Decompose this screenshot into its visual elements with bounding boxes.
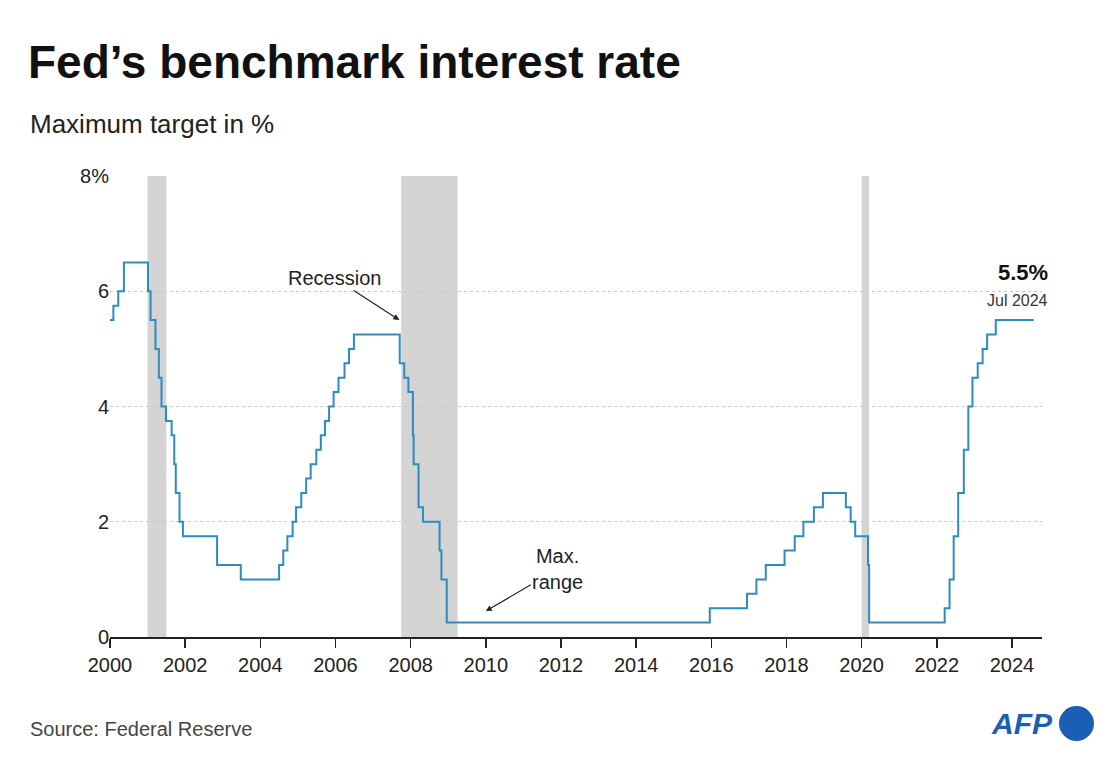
svg-text:2024: 2024: [990, 654, 1034, 676]
svg-text:2012: 2012: [539, 654, 584, 676]
svg-text:2002: 2002: [163, 654, 208, 676]
svg-text:2: 2: [98, 511, 109, 533]
svg-text:2016: 2016: [689, 654, 734, 676]
svg-text:Source: Federal Reserve: Source: Federal Reserve: [30, 718, 252, 740]
svg-text:Jul 2024: Jul 2024: [987, 292, 1048, 309]
svg-text:Fed’s benchmark interest rate: Fed’s benchmark interest rate: [28, 36, 681, 88]
svg-text:2008: 2008: [388, 654, 433, 676]
svg-text:6: 6: [98, 280, 109, 302]
svg-text:2014: 2014: [614, 654, 659, 676]
svg-text:Recession: Recession: [288, 267, 381, 289]
svg-text:AFP: AFP: [991, 707, 1053, 740]
svg-text:Maximum target in %: Maximum target in %: [30, 109, 274, 139]
svg-text:2010: 2010: [464, 654, 509, 676]
svg-text:8%: 8%: [80, 165, 109, 187]
svg-text:Max.range: Max.range: [532, 545, 583, 593]
svg-text:2018: 2018: [764, 654, 809, 676]
svg-text:2004: 2004: [238, 654, 283, 676]
svg-text:5.5%: 5.5%: [998, 260, 1048, 285]
svg-text:2000: 2000: [88, 654, 133, 676]
svg-text:2022: 2022: [915, 654, 960, 676]
svg-text:2006: 2006: [313, 654, 358, 676]
svg-text:2020: 2020: [839, 654, 884, 676]
svg-text:0: 0: [98, 626, 109, 648]
svg-text:4: 4: [98, 396, 109, 418]
